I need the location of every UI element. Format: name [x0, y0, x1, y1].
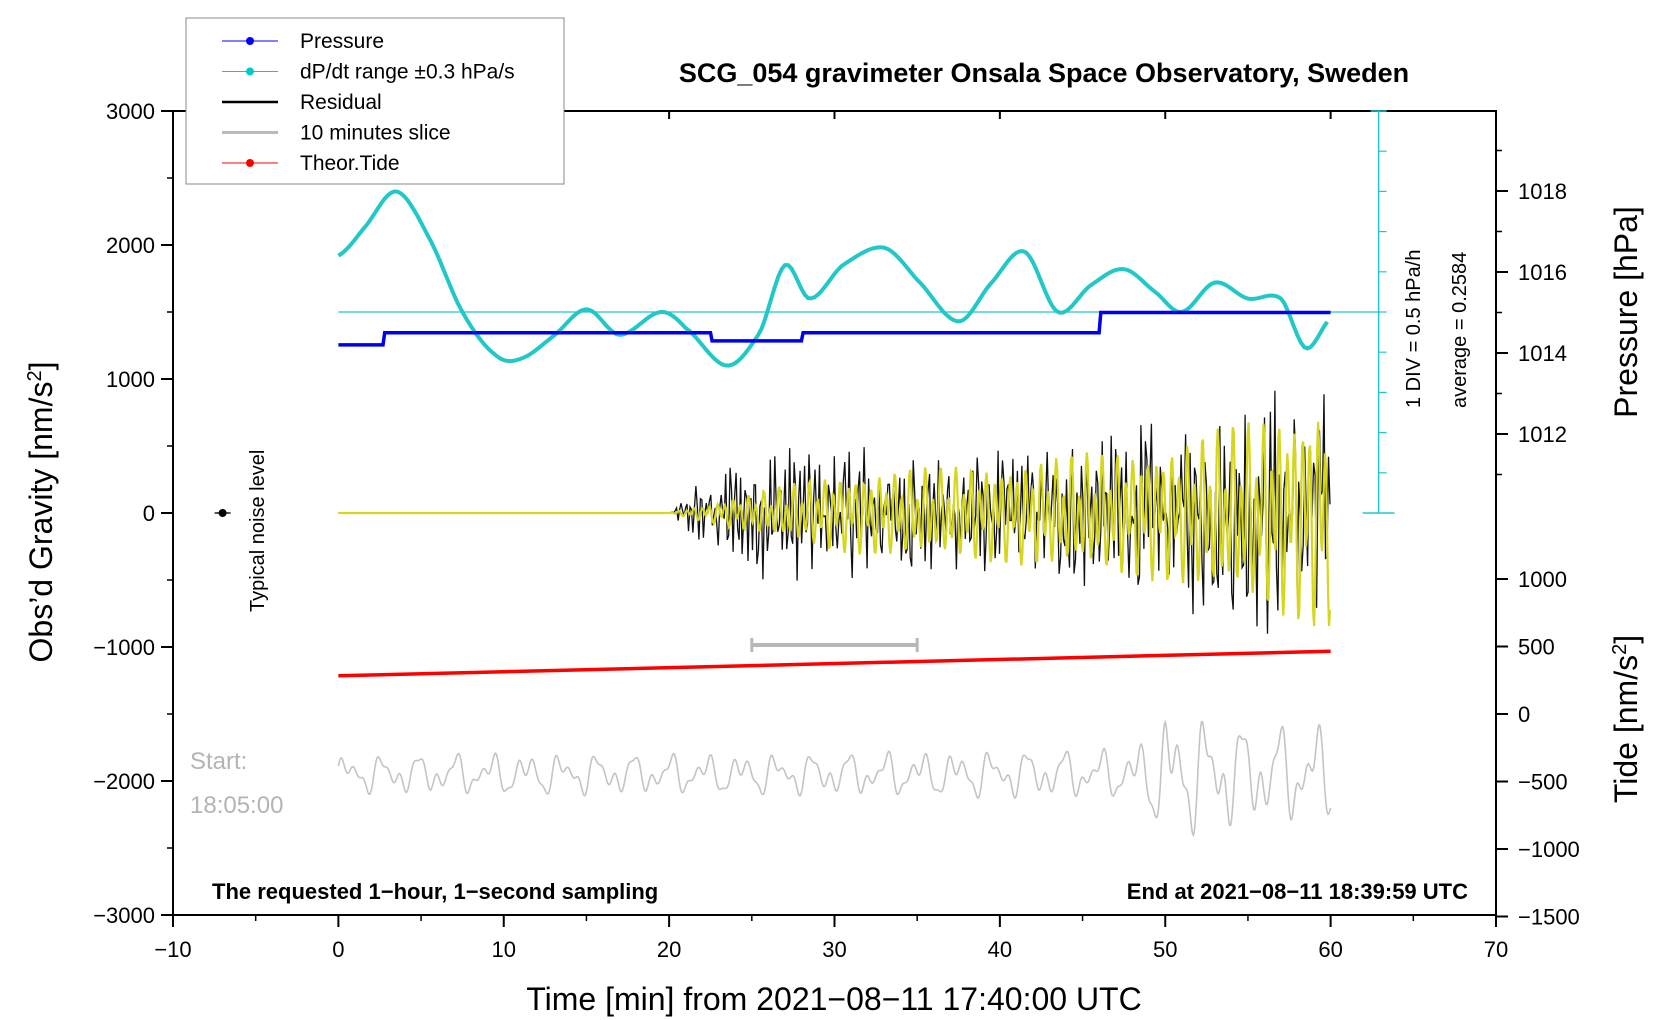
tide-tick-label: 0	[1518, 702, 1530, 727]
y-tick-label: 1000	[106, 367, 155, 392]
tide-tick-label: 1000	[1518, 567, 1567, 592]
x-tick-label: −10	[154, 937, 191, 962]
x-tick-label: 30	[822, 937, 846, 962]
tide-axis-label-sup: 2	[1609, 644, 1631, 655]
tide-axis-label-main: Tide [nm/s	[1608, 655, 1644, 803]
x-tick-label: 10	[492, 937, 516, 962]
pressure-tick-label: 1012	[1518, 422, 1567, 447]
pressure-tick-label: 1016	[1518, 260, 1567, 285]
tide-tick-label: 500	[1518, 635, 1555, 660]
residual-filtered-series-line	[338, 421, 1332, 627]
tide-axis-label-end: ]	[1608, 635, 1644, 644]
y-axis-label-sup: 2	[24, 370, 46, 381]
noise-level-dot	[218, 509, 227, 517]
tide-tick-label: −1500	[1518, 905, 1580, 930]
legend-label-2: Residual	[300, 91, 382, 114]
y-tick-label: 0	[143, 501, 155, 526]
legend-dot-0	[246, 37, 254, 45]
slice-marker	[750, 638, 919, 652]
legend-label-3: 10 minutes slice	[300, 122, 451, 145]
annotation-end-time: End at 2021−08−11 18:39:59 UTC	[1127, 879, 1468, 904]
noise-level-label: Typical noise level	[247, 450, 269, 612]
pressure-axis-label: Pressure [hPa]	[1608, 206, 1644, 418]
pressure-series-line	[338, 310, 1331, 347]
tide-series-line	[338, 649, 1331, 678]
y-tick-label: −1000	[93, 635, 155, 660]
x-tick-label: 70	[1484, 937, 1508, 962]
legend: Pressure dP/dt range ±0.3 hPa/s Residual 10…	[185, 17, 565, 185]
legend-label-4: Theor.Tide	[300, 152, 400, 175]
pressure-tick-label: 1014	[1518, 341, 1567, 366]
slice-series-line	[337, 719, 1332, 838]
chart-title: SCG_054 gravimeter Onsala Space Observat…	[679, 58, 1409, 88]
pressure-axis: 1012 1014 1016 1018	[1496, 149, 1567, 476]
y-tick-label: 2000	[106, 233, 155, 258]
x-axis: −10 0 10 20 30 40 50 60 70	[154, 111, 1508, 962]
legend-dot-1	[246, 67, 254, 76]
legend-dot-4	[246, 159, 254, 167]
series-layer	[337, 189, 1332, 838]
x-tick-label: 60	[1318, 937, 1342, 962]
x-tick-label: 20	[657, 937, 681, 962]
y-tick-label: −2000	[93, 769, 155, 794]
annotation-sampling: The requested 1−hour, 1−second sampling	[212, 879, 658, 904]
y-axis: −3000 −2000 −1000 0 1000 2000 3000	[93, 99, 173, 928]
tide-tick-label: −1000	[1518, 837, 1580, 862]
start-time: 18:05:00	[190, 792, 283, 819]
scale-bar-label-div: 1 DIV = 0.5 hPa/h	[1403, 250, 1425, 408]
scale-bar-label-average: average = 0.2584	[1449, 252, 1471, 408]
x-axis-label: Time [min] from 2021−08−11 17:40:00 UTC	[526, 981, 1141, 1017]
y-tick-label: −3000	[93, 903, 155, 928]
legend-label-1: dP/dt range ±0.3 hPa/s	[300, 61, 515, 84]
legend-entries: Pressure dP/dt range ±0.3 hPa/s Residual 10…	[222, 30, 515, 175]
noise-level-marker	[214, 509, 231, 517]
x-tick-label: 50	[1153, 937, 1177, 962]
tide-axis-label: Tide [nm/s2]	[1608, 635, 1644, 803]
y-axis-label-main: Obs’d Gravity [nm/s	[23, 382, 59, 663]
x-tick-label: 0	[332, 937, 344, 962]
dpdt-series-line	[337, 189, 1329, 368]
y-axis-label-end: ]	[23, 362, 59, 371]
legend-label-0: Pressure	[300, 30, 384, 53]
start-label: Start:	[190, 748, 247, 775]
tide-tick-label: −500	[1518, 770, 1568, 795]
pressure-tick-label: 1018	[1518, 179, 1567, 204]
y-axis-label: Obs’d Gravity [nm/s2]	[23, 362, 59, 663]
x-tick-label: 40	[988, 937, 1012, 962]
tide-axis: −1500 −1000 −500 0 500 1000	[1496, 567, 1580, 930]
y-tick-label: 3000	[106, 99, 155, 124]
